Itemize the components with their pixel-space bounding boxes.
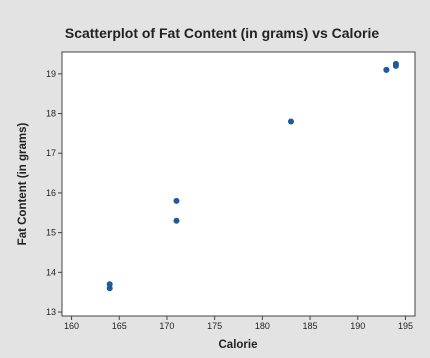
- x-tick-label: 180: [255, 321, 270, 331]
- x-tick-label: 170: [159, 321, 174, 331]
- y-axis: 13 14 15 16 17 18 19: [46, 69, 62, 317]
- data-point: [173, 217, 180, 224]
- y-axis-label: Fat Content (in grams): [17, 123, 29, 246]
- x-axis: 160 165 170 175 180 185 190 195: [64, 316, 413, 331]
- data-point: [106, 281, 113, 288]
- data-point: [392, 60, 399, 67]
- x-tick-label: 165: [112, 321, 127, 331]
- plot-area: [61, 51, 416, 317]
- x-tick-label: 185: [303, 321, 318, 331]
- data-point: [287, 118, 294, 125]
- y-tick-label: 17: [46, 148, 56, 158]
- y-tick-label: 13: [46, 307, 56, 317]
- y-tick-label: 16: [46, 188, 56, 198]
- data-points: [106, 60, 399, 292]
- data-point: [383, 66, 390, 73]
- x-axis-label: Calorie: [219, 339, 258, 351]
- y-tick-label: 15: [46, 228, 56, 238]
- x-tick-label: 195: [398, 321, 413, 331]
- y-tick-label: 19: [46, 69, 56, 79]
- y-tick-label: 18: [46, 109, 56, 119]
- x-tick-label: 160: [64, 321, 79, 331]
- x-tick-label: 175: [207, 321, 222, 331]
- data-point: [173, 197, 180, 204]
- y-tick-label: 14: [46, 267, 56, 277]
- chart-title: Scatterplot of Fat Content (in grams) vs…: [65, 25, 379, 41]
- x-tick-label: 190: [350, 321, 365, 331]
